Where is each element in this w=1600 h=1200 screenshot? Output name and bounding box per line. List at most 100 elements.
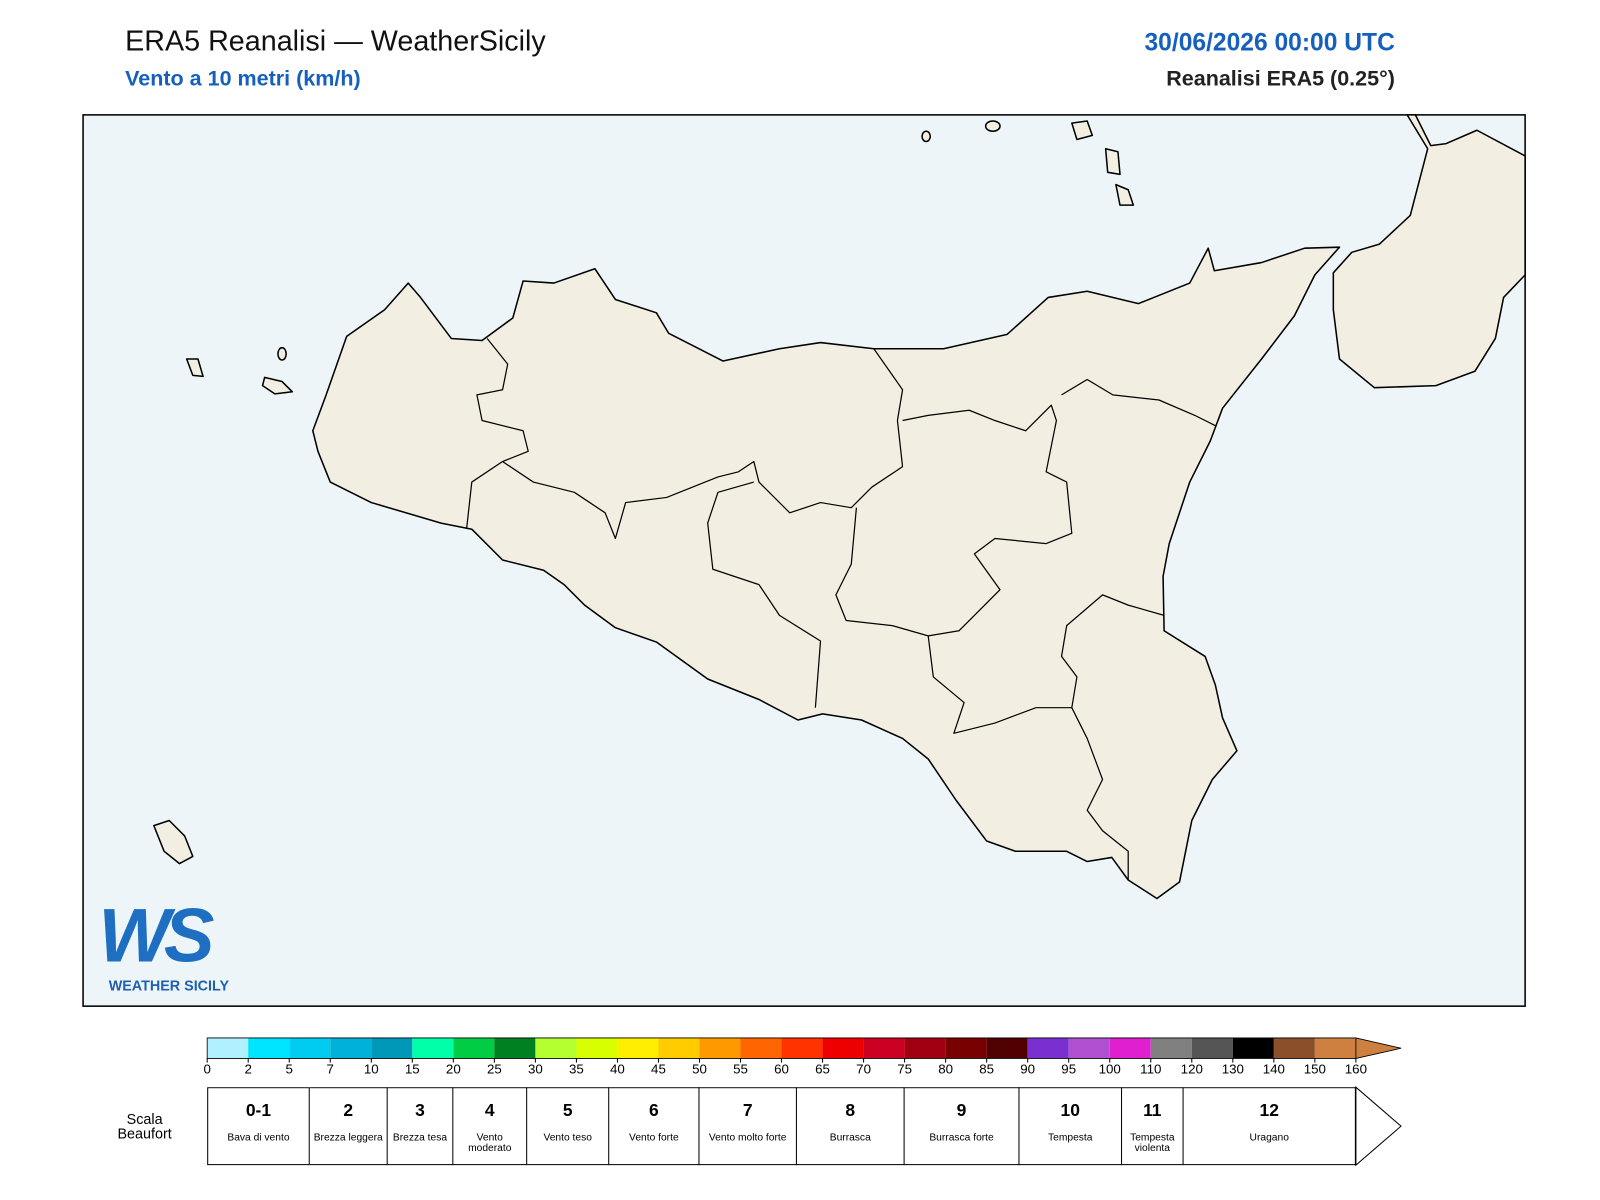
color-box (781, 1037, 823, 1059)
tick-label: 10 (364, 1061, 379, 1076)
color-box (1109, 1037, 1151, 1059)
beaufort-class: 6 Vento forte (609, 1087, 700, 1166)
beaufort-number: 8 (845, 1100, 856, 1120)
beaufort-number: 10 (1060, 1100, 1080, 1120)
datetime: 30/06/2026 00:00 UTC (1144, 30, 1395, 57)
beaufort-label: Tempesta violenta (1130, 1132, 1175, 1154)
subtitle: Vento a 10 metri (km/h) (125, 67, 361, 91)
beaufort-scale: Scala Beaufort 0-1 Bava di vento 2 Brezza l… (103, 1087, 1416, 1166)
color-box (904, 1037, 946, 1059)
tick-label: 2 (244, 1061, 251, 1076)
tick-label: 7 (327, 1061, 334, 1076)
logo: WS WEATHER SICILY (98, 894, 229, 995)
beaufort-label: Bava di vento (227, 1132, 290, 1144)
beaufort-class: 7 Vento molto forte (699, 1087, 797, 1166)
tick-label: 30 (528, 1061, 543, 1076)
beaufort-class: 12 Uragano (1183, 1087, 1356, 1166)
colorbar: 0 2 5 7 10 15 20 25 30 35 40 45 50 55 60 65 70 75 80 85 90 95… (203, 1037, 1402, 1076)
beaufort-class: 9 Burrasca forte (904, 1087, 1020, 1166)
tick-label: 70 (856, 1061, 871, 1076)
map (82, 114, 1526, 1007)
tick-label: 100 (1099, 1061, 1121, 1076)
color-box (576, 1037, 618, 1059)
tick-label: 0 (203, 1061, 210, 1076)
color-box (289, 1037, 331, 1059)
beaufort-number: 0-1 (245, 1100, 272, 1120)
color-extension (1355, 1037, 1402, 1059)
tick-label: 90 (1020, 1061, 1035, 1076)
islands (153, 120, 1135, 865)
tick-label: 140 (1263, 1061, 1285, 1076)
beaufort-label: Vento forte (629, 1132, 679, 1144)
color-box (1068, 1037, 1110, 1059)
logo-caption: WEATHER SICILY (109, 978, 230, 994)
beaufort-label: Vento teso (543, 1132, 592, 1144)
beaufort-number: 3 (415, 1100, 425, 1120)
beaufort-number: 9 (956, 1100, 967, 1120)
beaufort-class: 2 Brezza leggera (309, 1087, 388, 1166)
beaufort-row: Scala Beaufort 0-1 Bava di vento 2 Brezza l… (103, 1087, 1416, 1166)
beaufort-label: Uragano (1249, 1132, 1289, 1144)
tick-label: 60 (774, 1061, 789, 1076)
tick-label: 50 (692, 1061, 707, 1076)
color-box (1150, 1037, 1192, 1059)
color-box (535, 1037, 577, 1059)
tick-label: 85 (979, 1061, 994, 1076)
logo-mark: WS (98, 894, 213, 979)
beaufort-label: Brezza leggera (313, 1132, 383, 1144)
beaufort-class: 0-1 Bava di vento (207, 1087, 310, 1166)
tick-label: 25 (487, 1061, 502, 1076)
tick-label: 5 (286, 1061, 293, 1076)
beaufort-title: Scala Beaufort (117, 1110, 172, 1142)
calabria (1332, 114, 1526, 389)
tick-label: 95 (1061, 1061, 1076, 1076)
beaufort-arrow (1355, 1086, 1402, 1167)
color-box (494, 1037, 536, 1059)
color-box (207, 1037, 249, 1059)
tick-label: 55 (733, 1061, 748, 1076)
beaufort-label: Burrasca forte (929, 1132, 994, 1144)
color-box (412, 1037, 454, 1059)
beaufort-label: Brezza tesa (392, 1132, 448, 1144)
color-box (1232, 1037, 1274, 1059)
beaufort-number: 11 (1143, 1100, 1162, 1120)
beaufort-class: 8 Burrasca (796, 1087, 905, 1166)
beaufort-number: 12 (1259, 1100, 1279, 1120)
beaufort-label: Vento molto forte (708, 1132, 787, 1144)
color-box (822, 1037, 864, 1059)
color-box (1273, 1037, 1315, 1059)
color-box (617, 1037, 659, 1059)
title: ERA5 Reanalisi — WeatherSicily (125, 26, 546, 58)
color-box (945, 1037, 987, 1059)
color-box (1314, 1037, 1356, 1059)
color-box (330, 1037, 372, 1059)
tick-label: 20 (446, 1061, 461, 1076)
tick-label: 40 (610, 1061, 625, 1076)
color-box (863, 1037, 905, 1059)
beaufort-label: Tempesta (1048, 1132, 1093, 1144)
beaufort-class: 10 Tempesta (1019, 1087, 1123, 1166)
tick-label: 160 (1345, 1061, 1367, 1076)
color-box (658, 1037, 700, 1059)
tick-label: 130 (1222, 1061, 1244, 1076)
beaufort-label: Vento moderato (468, 1132, 512, 1154)
beaufort-number: 6 (648, 1100, 659, 1120)
tick-label: 80 (938, 1061, 953, 1076)
beaufort-class: 4 Vento moderato (453, 1087, 528, 1166)
color-box (1027, 1037, 1069, 1059)
color-box (986, 1037, 1028, 1059)
color-box (248, 1037, 290, 1059)
beaufort-number: 2 (343, 1100, 354, 1120)
tick-label: 45 (651, 1061, 666, 1076)
color-box (699, 1037, 741, 1059)
beaufort-class: 5 Vento teso (527, 1087, 610, 1166)
beaufort-class: 3 Brezza tesa (387, 1087, 454, 1166)
color-box (453, 1037, 495, 1059)
color-box (740, 1037, 782, 1059)
province-borders (466, 338, 1216, 880)
beaufort-number: 7 (742, 1100, 753, 1120)
tick-label: 65 (815, 1061, 830, 1076)
beaufort-number: 4 (484, 1100, 495, 1120)
tick-label: 15 (405, 1061, 420, 1076)
